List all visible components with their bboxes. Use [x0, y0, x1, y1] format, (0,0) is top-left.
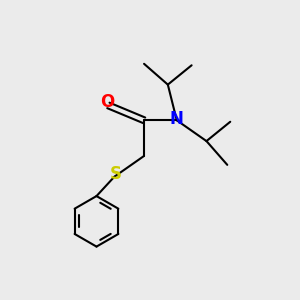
Text: N: N — [170, 110, 184, 128]
Text: O: O — [100, 93, 114, 111]
Text: S: S — [110, 165, 122, 183]
